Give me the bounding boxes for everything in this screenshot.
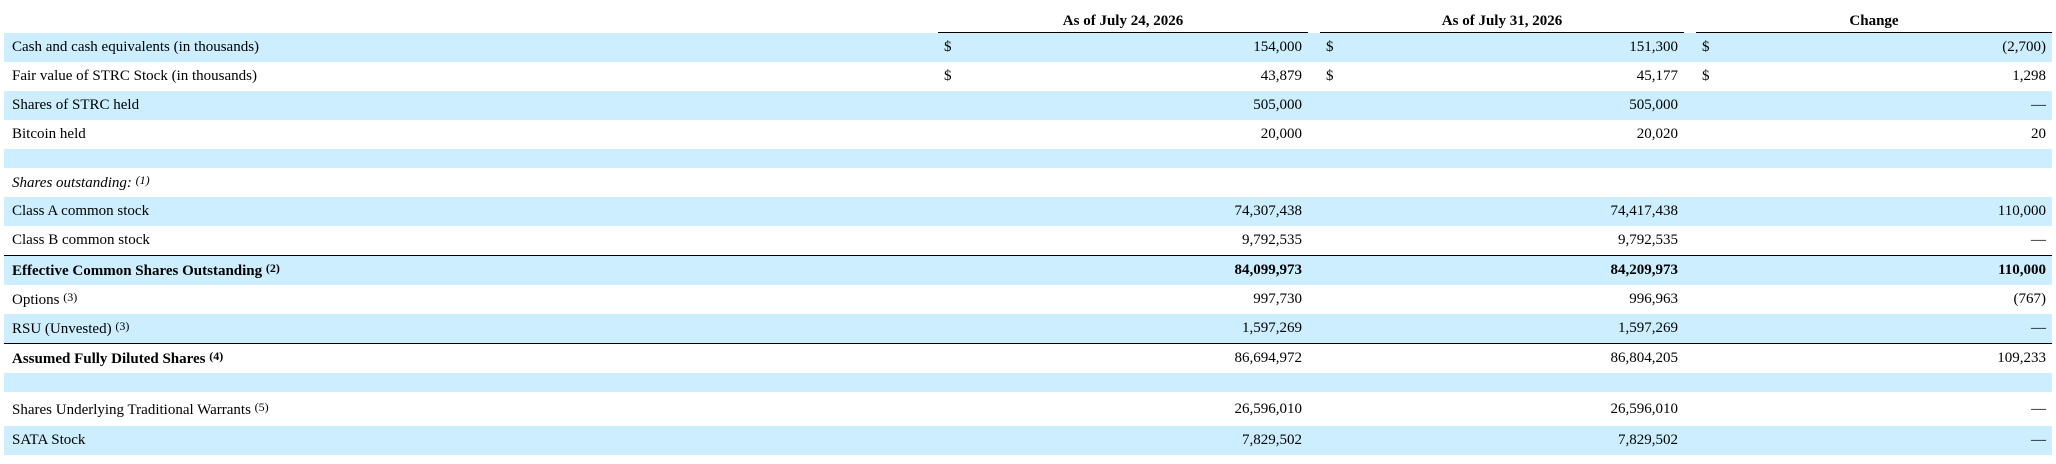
row-label: Bitcoin held [12, 126, 86, 142]
table-row-rsu: RSU (Unvested) (3) 1,597,269 1,597,269 — [4, 314, 2052, 344]
row-label: Shares of STRC held [4, 91, 938, 120]
header-blank [4, 6, 938, 33]
currency-symbol: $ [944, 68, 952, 84]
row-label: Effective Common Shares Outstanding (2) [4, 255, 938, 285]
value-july-31: 74,417,438 [1360, 197, 1684, 226]
table-row-fully-diluted: Assumed Fully Diluted Shares (4) 86,694,… [4, 343, 2052, 373]
table-row-blank [4, 149, 2052, 168]
share-summary-table: As of July 24, 2026 As of July 31, 2026 … [4, 6, 2052, 455]
value-july-31: 996,963 [1629, 291, 1678, 307]
value-change: 20 [2031, 126, 2046, 142]
table-row-effective-common-shares: Effective Common Shares Outstanding (2) … [4, 255, 2052, 285]
footnote-ref: (4) [209, 349, 224, 363]
value-july-24: 505,000 [978, 91, 1308, 120]
row-label: Assumed Fully Diluted Shares (4) [4, 343, 938, 373]
table-row-cash: Cash and cash equivalents (in thousands)… [4, 32, 2052, 62]
value-july-31: 505,000 [1360, 91, 1684, 120]
currency-symbol: $ [1702, 68, 1710, 84]
row-label: Class A common stock [4, 197, 938, 226]
value-july-31: 45,177 [1636, 68, 1678, 84]
value-july-31: 7,829,502 [1360, 426, 1684, 455]
table-row-sata-stock: SATA Stock 7,829,502 7,829,502 — [4, 426, 2052, 455]
row-label: Cash and cash equivalents (in thousands) [4, 32, 938, 62]
table-row-bitcoin: Bitcoin held 20,000 20,020 20 [4, 120, 2052, 149]
table-row-class-b: Class B common stock 9,792,535 9,792,535… [4, 226, 2052, 256]
header-as-of-july-24: As of July 24, 2026 [938, 6, 1308, 33]
section-heading: Shares outstanding: (1) [12, 173, 150, 191]
value-change: 1,298 [2012, 68, 2046, 84]
value-july-31: 1,597,269 [1360, 314, 1684, 344]
footnote-ref: (1) [135, 173, 150, 187]
value-july-24: 997,730 [1253, 291, 1302, 307]
value-july-24: 74,307,438 [978, 197, 1308, 226]
value-change: 110,000 [1736, 255, 2052, 285]
value-change: (767) [2013, 291, 2047, 307]
table-row-class-a: Class A common stock 74,307,438 74,417,4… [4, 197, 2052, 226]
footnote-ref: (3) [115, 319, 130, 333]
value-change: — [1736, 426, 2052, 455]
table-row-strc-fair-value: Fair value of STRC Stock (in thousands) … [4, 62, 2052, 91]
table-row-blank [4, 373, 2052, 392]
value-july-31: 151,300 [1360, 32, 1684, 62]
value-change: — [1736, 91, 2052, 120]
table-row-strc-shares: Shares of STRC held 505,000 505,000 — [4, 91, 2052, 120]
footnote-ref: (3) [63, 290, 78, 304]
currency-symbol: $ [938, 32, 978, 62]
currency-symbol: $ [1326, 68, 1334, 84]
footnote-ref: (5) [254, 399, 269, 414]
value-change: (2,700) [1736, 32, 2052, 62]
value-july-24: 7,829,502 [978, 426, 1308, 455]
value-july-24: 43,879 [1260, 68, 1302, 84]
value-july-31: 20,020 [1636, 126, 1678, 142]
row-label: RSU (Unvested) (3) [4, 314, 938, 344]
value-change: 109,233 [1736, 343, 2052, 373]
value-july-24: 20,000 [1260, 126, 1302, 142]
value-change: — [1736, 314, 2052, 344]
row-label: Options (3) [12, 290, 78, 308]
header-spacer [1308, 6, 1320, 33]
value-change: — [2031, 232, 2046, 248]
value-july-24: 9,792,535 [1242, 232, 1302, 248]
value-july-24: 154,000 [978, 32, 1308, 62]
value-july-24: 86,694,972 [978, 343, 1308, 373]
value-july-24: 1,597,269 [978, 314, 1308, 344]
header-change: Change [1696, 6, 2052, 33]
value-july-31: 26,596,010 [1610, 400, 1679, 417]
value-july-31: 86,804,205 [1360, 343, 1684, 373]
footnote-ref: (2) [265, 261, 280, 275]
value-july-31: 9,792,535 [1618, 232, 1678, 248]
row-label: Fair value of STRC Stock (in thousands) [12, 68, 257, 84]
value-july-24: 26,596,010 [1234, 400, 1303, 417]
table-row-shares-outstanding-heading: Shares outstanding: (1) [4, 168, 2052, 197]
header-row: As of July 24, 2026 As of July 31, 2026 … [4, 6, 2052, 33]
header-as-of-july-31: As of July 31, 2026 [1320, 6, 1684, 33]
row-label: Class B common stock [12, 232, 150, 248]
value-july-24: 84,099,973 [978, 255, 1308, 285]
table-row-options: Options (3) 997,730 996,963 (767) [4, 285, 2052, 314]
currency-symbol: $ [1320, 32, 1360, 62]
row-label: SATA Stock [4, 426, 938, 455]
currency-symbol: $ [1696, 32, 1736, 62]
value-change: — [2031, 400, 2046, 417]
value-change: 110,000 [1736, 197, 2052, 226]
value-july-31: 84,209,973 [1360, 255, 1684, 285]
row-label: Shares Underlying Traditional Warrants (… [12, 399, 269, 418]
table-row-traditional-warrants: Shares Underlying Traditional Warrants (… [4, 392, 2052, 426]
header-spacer [1684, 6, 1696, 33]
